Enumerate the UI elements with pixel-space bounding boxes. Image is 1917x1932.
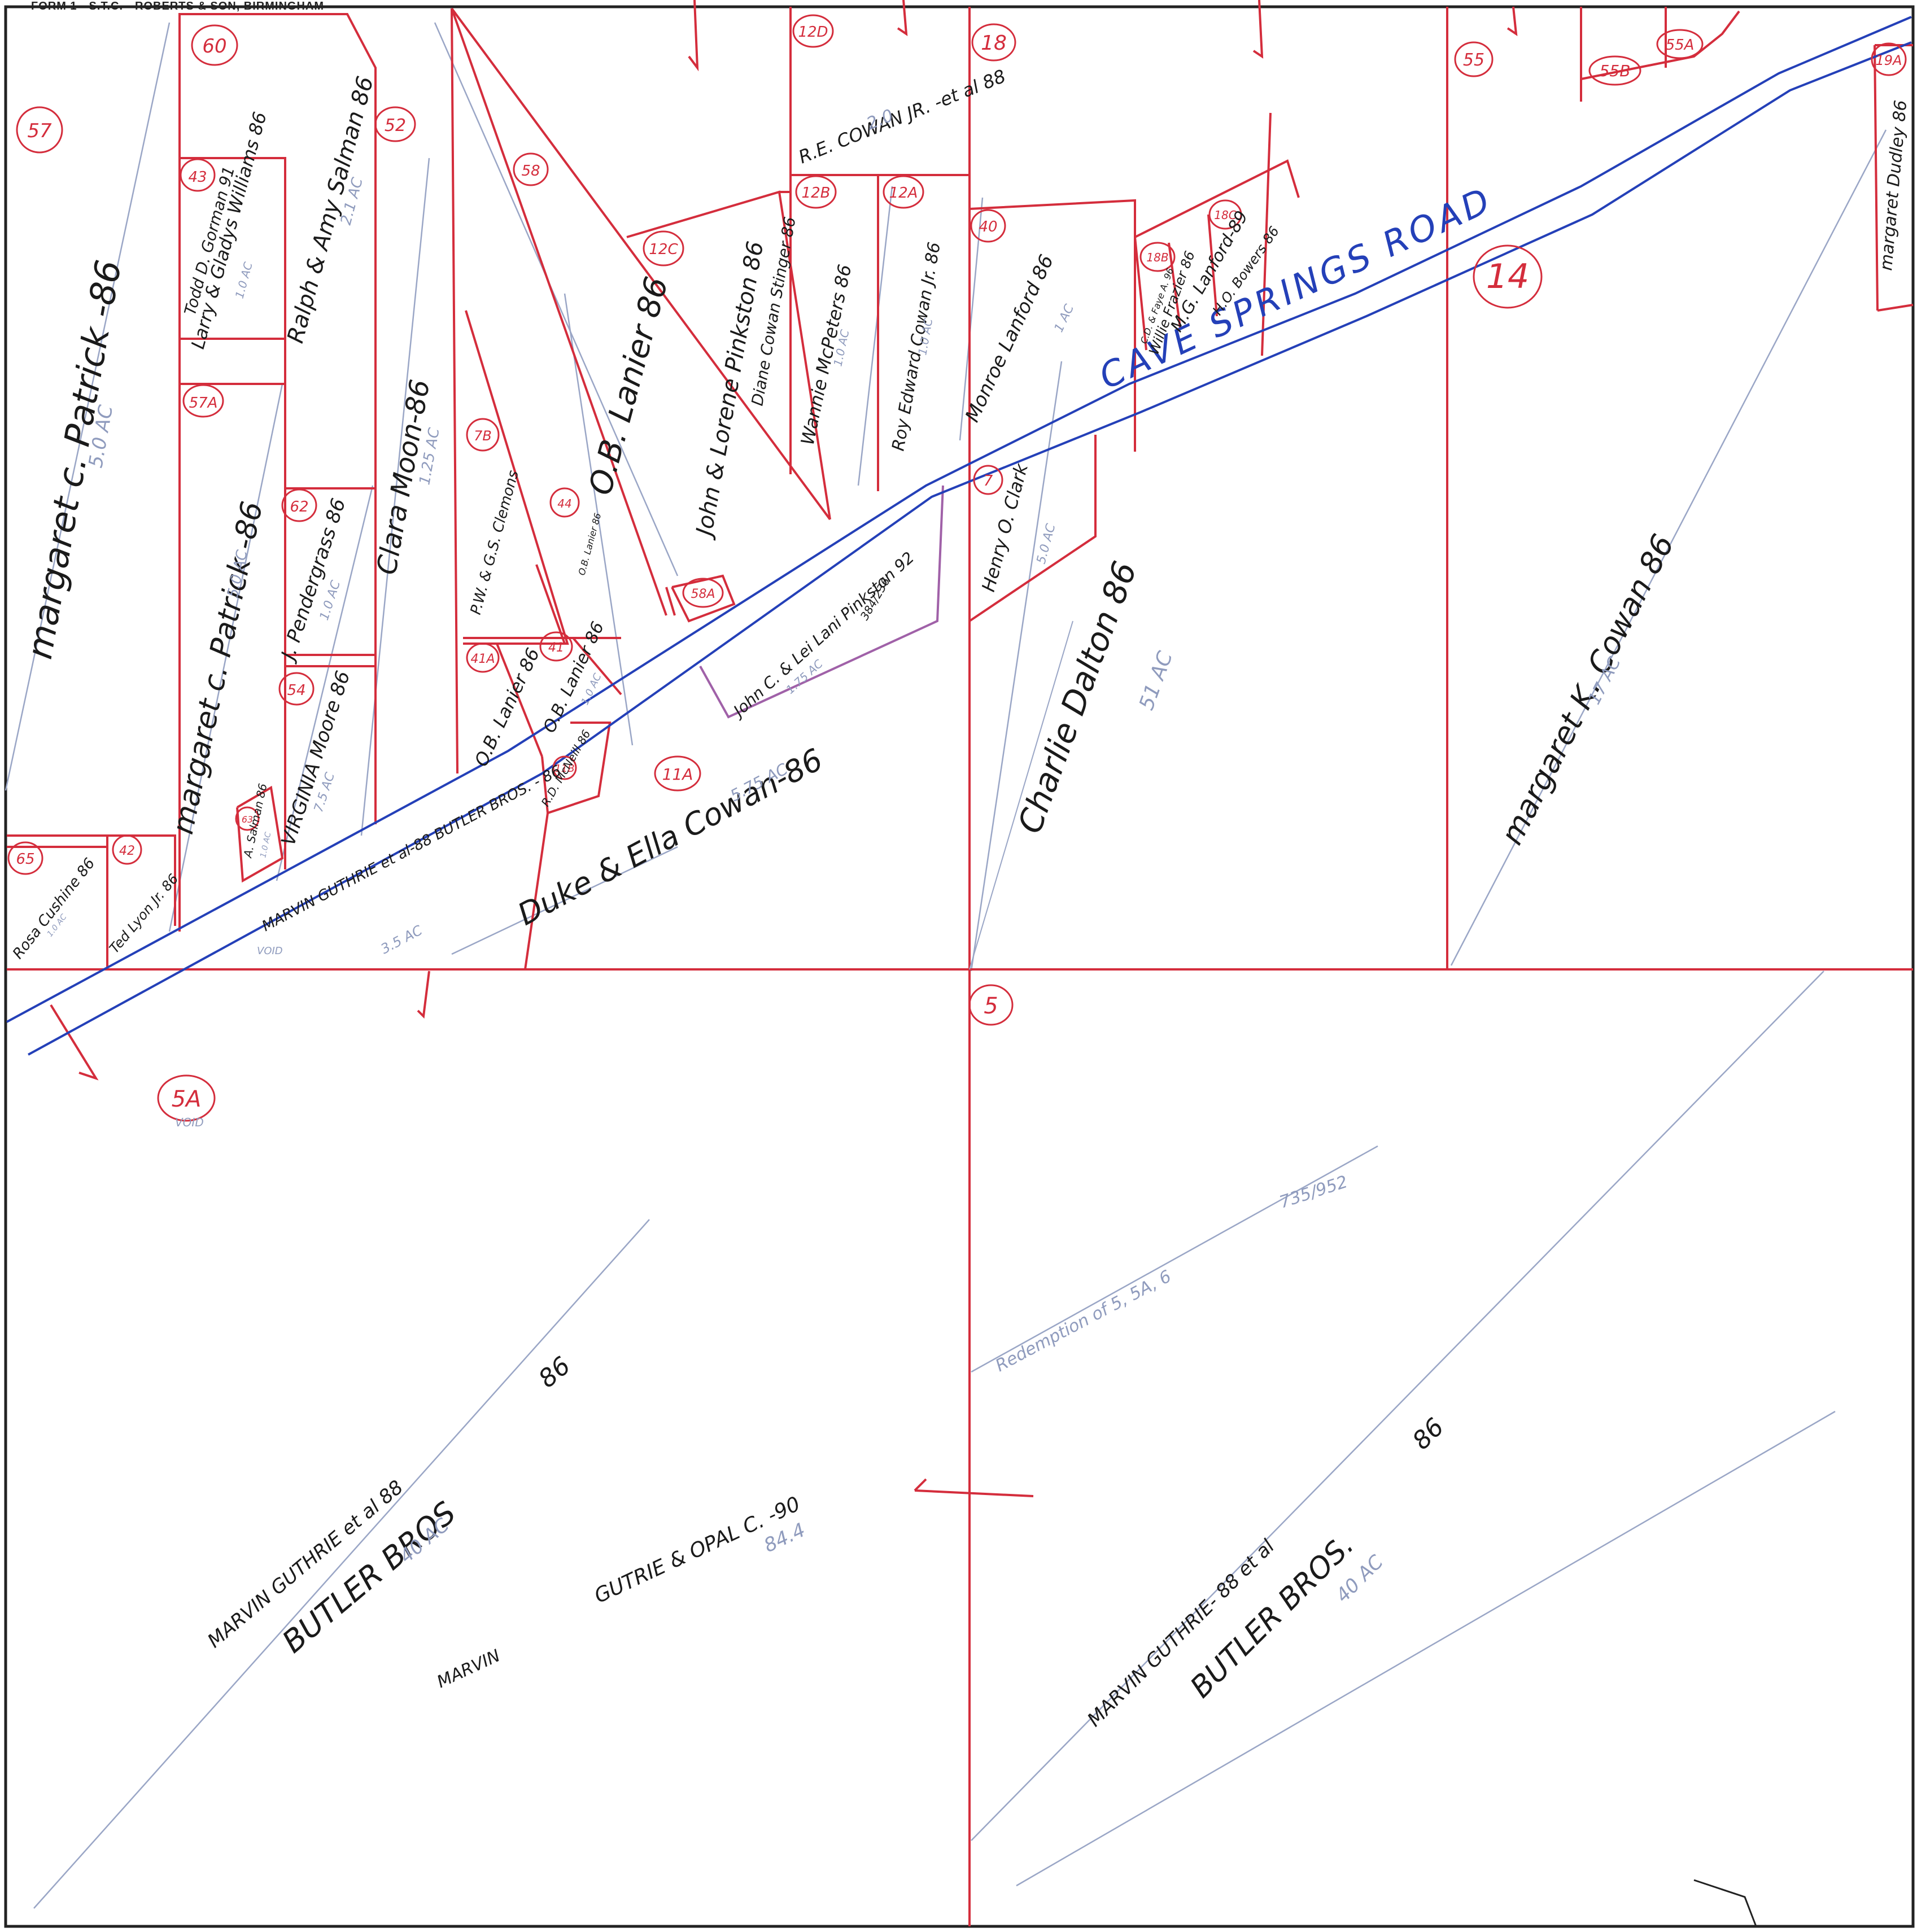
pnum-12C: 12C [649, 241, 678, 258]
pnum-18B: 18B [1146, 251, 1168, 264]
acres-dalton: 51 AC [1135, 648, 1177, 713]
pnum-57: 57 [27, 120, 52, 142]
owner-salman: Ralph & Amy Salman 86 [282, 73, 378, 346]
parcel-number-text: 57 60 43 57A 52 62 54 58 7B 44 41A 41 12… [16, 24, 1902, 1112]
pnum-52: 52 [385, 116, 406, 135]
owner-57A: margaret c. Patrick -86 [166, 499, 270, 837]
pnum-58A: 58A [691, 587, 715, 601]
pnum-65: 65 [16, 851, 34, 868]
owner-44: O.B. Lanier 86 [577, 512, 604, 576]
pnum-12D: 12D [798, 24, 828, 41]
pnum-42: 42 [119, 844, 135, 858]
pnum-11A: 11A [662, 765, 693, 784]
pnum-44: 44 [557, 497, 571, 510]
acres-43: 1.0 AC [233, 260, 255, 300]
pnum-18C: 18C [1214, 208, 1236, 222]
west-year: 86 [533, 1351, 576, 1393]
void-small: VOID [257, 945, 283, 957]
pnum-18: 18 [981, 32, 1007, 55]
center-marvin: MARVIN [434, 1646, 504, 1692]
acres-40: 1 AC [1052, 302, 1077, 335]
pnum-40: 40 [979, 218, 997, 235]
pnum-54: 54 [287, 682, 305, 699]
owner-42: Ted Lyon Jr. 86 [106, 871, 181, 956]
owner-12D: R.E. COWAN JR. -et al 88 [796, 65, 1009, 168]
pnum-55B: 55B [1600, 62, 1631, 80]
corner-mark [1693, 1879, 1757, 1927]
pnum-14: 14 [1486, 257, 1529, 296]
owner-43: Larry & Gladys Williams 86 [187, 110, 271, 351]
pnum-7: 7 [984, 473, 993, 489]
svg-text:CAVE SPRINGS ROAD: CAVE SPRINGS ROAD [1093, 178, 1499, 397]
pnum-19A: 19A [1876, 53, 1902, 68]
pencil-lines [5, 22, 1887, 1909]
book-page: 735/952 [1277, 1172, 1350, 1213]
road-label: CAVE SPRINGS ROAD [1093, 178, 1499, 397]
pnum-11B: 11B [554, 763, 574, 775]
pnum-5A: 5A [172, 1086, 202, 1112]
pnum-12B: 12B [802, 185, 831, 202]
pnum-57A: 57A [189, 395, 218, 412]
owner-dalton: Charlie Dalton 86 [1010, 557, 1144, 838]
pnum-55: 55 [1463, 50, 1484, 70]
pnum-58: 58 [521, 163, 540, 180]
redemption-note: Redemption of 5, 5A, 6 [992, 1266, 1174, 1376]
map-frame [4, 5, 1915, 1928]
acres-5A: VOID [175, 1116, 204, 1129]
pnum-63: 63 [242, 814, 253, 825]
cave-springs-road [6, 16, 1912, 1056]
pnum-55A: 55A [1666, 37, 1695, 54]
acres-guthrie-strip: 3.5 AC [378, 922, 425, 957]
pnum-41: 41 [548, 641, 564, 655]
owner-7B: P.W. & G.S. Clemons [468, 469, 522, 617]
pnum-62: 62 [290, 499, 308, 515]
pnum-5: 5 [984, 993, 998, 1019]
acres-7: 5.0 AC [1034, 522, 1059, 566]
parcel-lines [7, 0, 1914, 1926]
owner-19A: margaret Dudley 86 [1876, 99, 1911, 272]
owner-57: margaret c. Patrick -86 [19, 257, 129, 662]
pnum-41A: 41A [470, 652, 495, 666]
pnum-43: 43 [188, 169, 207, 186]
parcel-numbers [7, 14, 1907, 1122]
owner-62: J. Pendergrass 86 [276, 496, 351, 666]
owner-65: Rosa Cushine 86 [10, 855, 98, 963]
pnum-60: 60 [202, 35, 226, 58]
east-year: 86 [1407, 1413, 1450, 1455]
pnum-7B: 7B [474, 428, 492, 444]
lower-labels: MARVIN GUTHRIE et al 88 BUTLER BROS 86 4… [203, 1172, 1449, 1732]
pnum-12A: 12A [889, 185, 918, 202]
owner-14: margaret K. Cowan 86 [1494, 529, 1681, 850]
acres-63: 1.0 AC [259, 831, 273, 859]
